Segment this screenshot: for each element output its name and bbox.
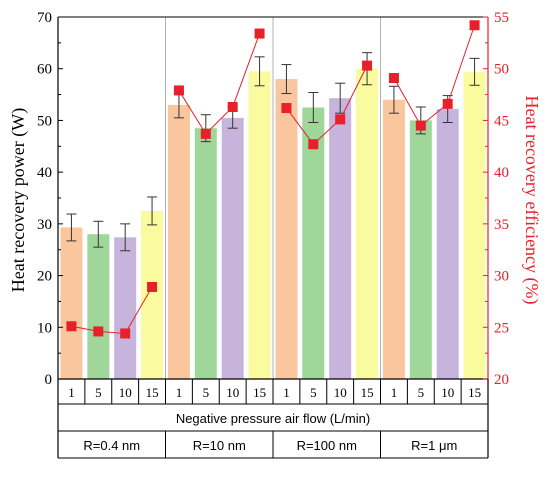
bar-10 (302, 107, 325, 379)
y-tick-label-right-20: 20 (494, 372, 509, 388)
bar-8 (248, 71, 271, 380)
category-label-14: 5 (418, 385, 425, 400)
bar-3 (114, 237, 137, 379)
category-label-8: 15 (253, 385, 266, 400)
category-label-9: 1 (283, 385, 290, 400)
bar-5 (167, 104, 190, 380)
efficiency-point-12 (362, 60, 373, 71)
group-label-2: R=10 nm (193, 438, 246, 453)
bar-12 (356, 68, 379, 379)
efficiency-line-group-1 (71, 286, 153, 335)
bar-14 (409, 120, 432, 379)
x-axis-label: Negative pressure air flow (L/min) (176, 411, 370, 426)
category-label-3: 10 (119, 385, 132, 400)
category-label-15: 10 (441, 385, 454, 400)
bar-13 (382, 99, 405, 379)
y-tick-label-left-0: 0 (45, 372, 53, 388)
category-label-4: 15 (146, 385, 159, 400)
category-label-2: 5 (95, 385, 102, 400)
bar-1 (60, 227, 83, 379)
efficiency-point-6 (200, 128, 211, 139)
y-tick-label-right-30: 30 (494, 269, 509, 285)
efficiency-point-5 (173, 85, 184, 96)
efficiency-point-13 (388, 73, 399, 84)
bars-layer (60, 68, 486, 380)
bar-11 (329, 98, 352, 379)
bar-16 (463, 71, 486, 380)
group-label-3: R=100 nm (297, 438, 357, 453)
efficiency-line-layer (66, 20, 480, 339)
group-separators (165, 17, 381, 379)
efficiency-point-8 (254, 28, 265, 39)
efficiency-line-group-4 (393, 25, 476, 127)
bar-4 (141, 210, 164, 379)
y-tick-label-right-55: 55 (494, 10, 509, 26)
bar-7 (221, 117, 244, 379)
efficiency-line-group-3 (286, 65, 368, 145)
category-label-10: 5 (310, 385, 317, 400)
y-tick-label-left-20: 20 (37, 269, 52, 285)
efficiency-point-9 (281, 103, 292, 114)
bar-6 (194, 128, 217, 379)
category-label-13: 1 (391, 385, 398, 400)
efficiency-point-2 (93, 326, 104, 337)
category-label-5: 1 (176, 385, 183, 400)
category-label-16: 15 (468, 385, 481, 400)
bar-2 (87, 234, 110, 379)
efficiency-point-1 (66, 321, 77, 332)
efficiency-point-3 (120, 328, 131, 339)
y-tick-label-right-50: 50 (494, 62, 509, 78)
efficiency-point-16 (469, 20, 480, 31)
axes-layer: 0 10 20 30 40 50 60 70 20 25 30 35 40 45 50 55 (37, 10, 509, 388)
category-label-1: 1 (68, 385, 75, 400)
y-tick-label-left-70: 70 (37, 10, 52, 26)
efficiency-point-11 (335, 114, 346, 125)
category-label-6: 5 (203, 385, 210, 400)
efficiency-point-4 (147, 281, 158, 292)
y-axis-label-right: Heat recovery efficiency (%) (521, 95, 542, 304)
category-label-12: 15 (361, 385, 374, 400)
category-label-7: 10 (226, 385, 239, 400)
y-tick-label-left-10: 10 (37, 320, 52, 336)
y-tick-label-left-60: 60 (37, 62, 52, 78)
y-axis-label-left: Heat recovery power (W) (8, 108, 29, 292)
category-label-11: 10 (334, 385, 347, 400)
efficiency-line-group-2 (178, 33, 261, 135)
y-tick-label-left-50: 50 (37, 113, 52, 129)
bar-9 (275, 79, 298, 380)
group-label-4: R=1 μm (411, 438, 457, 453)
y-tick-label-right-45: 45 (494, 113, 509, 129)
y-tick-label-right-40: 40 (494, 165, 509, 181)
y-tick-label-left-40: 40 (37, 165, 52, 181)
y-tick-label-right-35: 35 (494, 217, 509, 233)
efficiency-point-15 (442, 98, 453, 109)
y-tick-label-right-25: 25 (494, 320, 509, 336)
efficiency-point-10 (308, 139, 319, 150)
y-tick-label-left-30: 30 (37, 217, 52, 233)
group-label-1: R=0.4 nm (83, 438, 140, 453)
efficiency-point-14 (415, 120, 426, 131)
efficiency-point-7 (227, 101, 238, 112)
bar-15 (436, 109, 459, 380)
